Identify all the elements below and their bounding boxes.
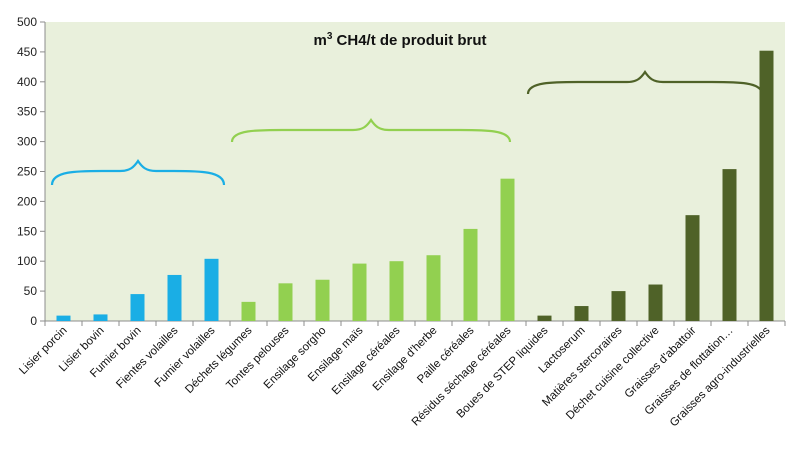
group-brace [526,70,764,95]
bar [426,255,441,321]
bars [56,50,774,321]
y-axis: 0 50 100 150 200 250 300 350 400 450 500 [17,15,786,328]
bar [648,284,663,321]
bar [722,169,737,321]
y-tick-label: 300 [17,135,37,149]
y-tick-label: 100 [17,254,37,268]
bar [130,294,145,321]
group-brace [50,159,226,186]
y-tick-label: 250 [17,165,37,179]
title-rest: CH4/t de produit brut [332,32,486,49]
x-category-label: Ensilage d'herbe [371,325,440,394]
bar [759,50,774,321]
y-tick-label: 500 [17,15,37,29]
y-tick-label: 150 [17,224,37,238]
group-brace [230,118,512,143]
bar [500,178,515,321]
bar [574,306,589,321]
bar [352,263,367,321]
bar [241,301,256,321]
bar [278,283,293,321]
y-tick-label: 0 [30,314,37,328]
group-braces [50,70,764,186]
bar [204,258,219,321]
bar [611,291,626,321]
title-base: m [313,32,326,49]
bar [685,215,700,321]
x-category-label: Déchets légumes [183,324,254,395]
y-tick-label: 450 [17,45,37,59]
bar [93,314,108,321]
bar [315,279,330,321]
y-tick-label: 350 [17,105,37,119]
y-tick-label: 200 [17,194,37,208]
y-tick-label: 50 [24,284,38,298]
y-tick-label: 400 [17,75,37,89]
bar [56,315,71,321]
bar [389,261,404,321]
chart-title: m3 CH4/t de produit brut [313,31,486,49]
bar [167,274,182,321]
bar [537,315,552,321]
x-category-label: Graisses d'abattoir [623,325,699,401]
x-category-label: Tontes pelouses [224,324,291,391]
x-category-label: Ensilage céréales [330,324,403,397]
bar [463,228,478,321]
title-superscript: 3 [327,31,333,42]
